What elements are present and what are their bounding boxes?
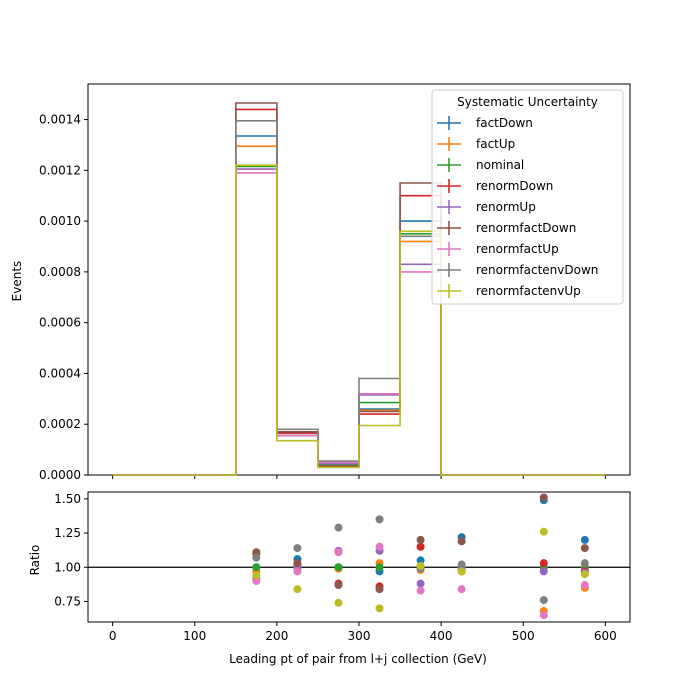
legend-label-renormfactUp: renormfactUp bbox=[476, 242, 559, 256]
main-y-tick-label: 0.0014 bbox=[39, 113, 81, 127]
ratio-point-nominal bbox=[375, 563, 384, 572]
main-y-tick-label: 0.0006 bbox=[39, 316, 81, 330]
ratio-point-renormfactDown bbox=[416, 535, 425, 544]
legend-label-renormfactenvDown: renormfactenvDown bbox=[476, 263, 598, 277]
ratio-point-renormfactenvUp bbox=[539, 527, 548, 536]
ratio-x-tick-label: 600 bbox=[594, 629, 617, 643]
ratio-point-renormfactUp bbox=[293, 567, 302, 576]
ratio-point-renormfactenvUp bbox=[334, 598, 343, 607]
legend-title: Systematic Uncertainty bbox=[457, 95, 598, 109]
legend-label-factDown: factDown bbox=[476, 116, 533, 130]
ratio-y-tick-label: 0.75 bbox=[54, 594, 81, 608]
ratio-point-renormfactenvUp bbox=[293, 585, 302, 594]
legend-label-renormUp: renormUp bbox=[476, 200, 536, 214]
ratio-point-renormfactenvUp bbox=[375, 604, 384, 613]
ratio-y-tick-label: 1.25 bbox=[54, 526, 81, 540]
legend-label-renormfactenvUp: renormfactenvUp bbox=[476, 284, 581, 298]
ratio-point-renormfactDown bbox=[375, 585, 384, 594]
ratio-point-renormDown bbox=[416, 542, 425, 551]
ratio-y-tick-label: 1.50 bbox=[54, 492, 81, 506]
ratio-point-renormfactenvUp bbox=[252, 571, 261, 580]
ratio-point-renormfactDown bbox=[539, 493, 548, 502]
ratio-axes-frame bbox=[87, 491, 631, 623]
legend-label-factUp: factUp bbox=[476, 137, 515, 151]
ratio-point-renormfactenvUp bbox=[416, 561, 425, 570]
ratio-x-tick-label: 0 bbox=[109, 629, 117, 643]
legend-label-renormDown: renormDown bbox=[476, 179, 553, 193]
hist-series-renormfactenvUp bbox=[112, 164, 606, 476]
legend-label-nominal: nominal bbox=[476, 158, 524, 172]
ratio-point-renormfactUp bbox=[580, 581, 589, 590]
ratio-point-renormfactDown bbox=[334, 581, 343, 590]
ratio-point-factDown bbox=[580, 535, 589, 544]
ratio-point-renormfactUp bbox=[375, 542, 384, 551]
legend-box bbox=[431, 89, 624, 305]
main-y-tick-label: 0.0004 bbox=[39, 366, 81, 380]
ratio-point-renormfactDown bbox=[293, 559, 302, 568]
ratio-point-renormfactUp bbox=[457, 585, 466, 594]
ratio-x-tick-label: 300 bbox=[348, 629, 371, 643]
ratio-point-renormfactDown bbox=[252, 548, 261, 557]
ratio-point-renormfactenvUp bbox=[457, 567, 466, 576]
ratio-point-factDown bbox=[416, 556, 425, 565]
ratio-point-renormfactDown bbox=[580, 544, 589, 553]
x-axis-label: Leading pt of pair from l+j collection (… bbox=[229, 652, 487, 666]
ratio-point-renormfactUp bbox=[252, 576, 261, 585]
ratio-point-nominal bbox=[252, 563, 261, 572]
main-y-tick-label: 0.0002 bbox=[39, 417, 81, 431]
ratio-x-tick-label: 400 bbox=[430, 629, 453, 643]
ratio-point-renormfactUp bbox=[539, 611, 548, 620]
ratio-point-renormfactenvDown bbox=[252, 553, 261, 562]
ratio-scatter-plot: 0.75 1.00 1.25 1.50 0 100 200 300 400 500 600 bbox=[54, 491, 631, 643]
main-y-tick-label: 0.0008 bbox=[39, 265, 81, 279]
ratio-point-renormfactUp bbox=[334, 548, 343, 557]
legend-label-renormfactDown: renormfactDown bbox=[476, 221, 576, 235]
ratio-point-renormfactenvDown bbox=[334, 523, 343, 532]
ratio-point-renormfactenvUp bbox=[580, 570, 589, 579]
ratio-point-nominal bbox=[334, 563, 343, 572]
ratio-point-renormfactenvDown bbox=[580, 559, 589, 568]
main-y-tick-label: 0.0000 bbox=[39, 468, 81, 482]
ratio-point-renormfactDown bbox=[457, 537, 466, 546]
ratio-x-tick-label: 100 bbox=[183, 629, 206, 643]
ratio-y-axis-label: Ratio bbox=[28, 545, 42, 576]
ratio-point-renormfactenvDown bbox=[457, 560, 466, 569]
ratio-point-renormfactenvDown bbox=[539, 596, 548, 605]
ratio-point-renormfactenvDown bbox=[293, 544, 302, 553]
ratio-point-renormfactUp bbox=[416, 586, 425, 595]
main-y-tick-label: 0.0010 bbox=[39, 214, 81, 228]
main-y-axis-label: Events bbox=[10, 261, 24, 302]
main-histogram-plot: 0.0000 0.0002 0.0004 0.0006 0.0008 0.0010 0.00… bbox=[39, 83, 631, 482]
ratio-point-renormfactenvDown bbox=[375, 515, 384, 524]
ratio-point-renormUp bbox=[539, 567, 548, 576]
ratio-point-renormDown bbox=[539, 559, 548, 568]
ratio-y-tick-label: 1.00 bbox=[54, 560, 81, 574]
main-y-tick-label: 0.0012 bbox=[39, 163, 81, 177]
ratio-point-renormUp bbox=[416, 579, 425, 588]
ratio-x-tick-label: 200 bbox=[265, 629, 288, 643]
legend: Systematic Uncertainty factDown factUp nomi… bbox=[431, 89, 624, 305]
ratio-x-tick-label: 500 bbox=[512, 629, 535, 643]
